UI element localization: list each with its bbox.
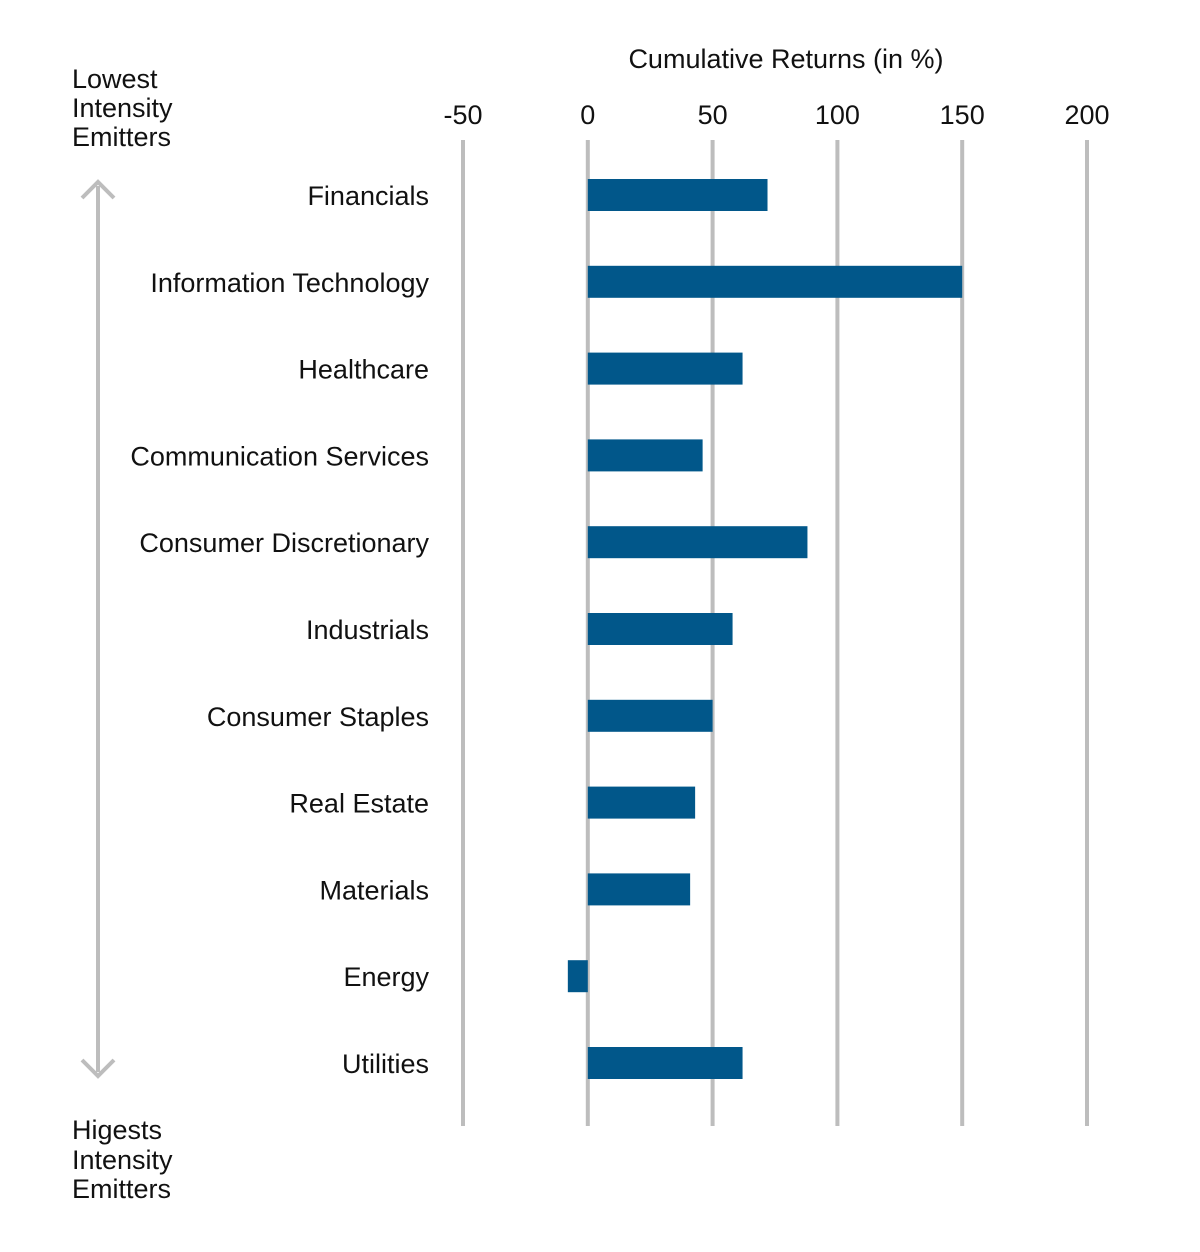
x-tick-label: -50 <box>443 100 482 130</box>
top-annotation-line-1: Lowest <box>72 64 158 94</box>
category-label: Utilities <box>342 1049 429 1079</box>
category-label: Consumer Discretionary <box>139 528 429 558</box>
bottom-annotation-line-2: Intensity <box>72 1145 173 1175</box>
category-labels: Financials Information Technology Healthca… <box>130 181 429 1079</box>
down-arrow-head-icon <box>80 1058 116 1079</box>
bar-communication-services <box>587 439 703 472</box>
bottom-annotation-line-3: Emitters <box>72 1174 171 1204</box>
bar-consumer-discretionary <box>587 526 808 559</box>
category-label: Materials <box>319 875 429 905</box>
bar-energy <box>567 960 588 993</box>
x-axis-ticks: -50 0 50 100 150 200 <box>443 100 1109 130</box>
x-tick-label: 50 <box>698 100 728 130</box>
x-tick-label: 100 <box>815 100 860 130</box>
category-label: Consumer Staples <box>207 702 429 732</box>
category-label: Real Estate <box>289 789 429 819</box>
bottom-annotation-line-1: Higests <box>72 1115 162 1145</box>
bar-materials <box>587 873 691 906</box>
bar-consumer-staples <box>587 699 713 732</box>
bar-financials <box>587 179 768 211</box>
bars <box>567 179 963 1079</box>
category-label: Financials <box>307 181 429 211</box>
bar-real-estate <box>587 786 696 819</box>
top-annotation-line-2: Intensity <box>72 93 173 123</box>
x-tick-label: 150 <box>940 100 985 130</box>
category-label: Healthcare <box>298 355 429 385</box>
bar-information-technology <box>587 265 963 298</box>
category-label: Energy <box>343 962 429 992</box>
x-tick-label: 0 <box>580 100 595 130</box>
intensity-axis: Lowest Intensity Emitters Higests Intens… <box>72 64 173 1204</box>
bar-healthcare <box>587 352 743 385</box>
up-arrow-head-icon <box>80 179 116 200</box>
bar-industrials <box>587 613 733 645</box>
top-annotation-line-3: Emitters <box>72 122 171 152</box>
x-tick-label: 200 <box>1064 100 1109 130</box>
category-label: Communication Services <box>130 441 429 471</box>
category-label: Industrials <box>306 615 429 645</box>
bar-utilities <box>587 1047 743 1079</box>
chart-title: Cumulative Returns (in %) <box>628 44 943 74</box>
category-label: Information Technology <box>150 268 429 298</box>
